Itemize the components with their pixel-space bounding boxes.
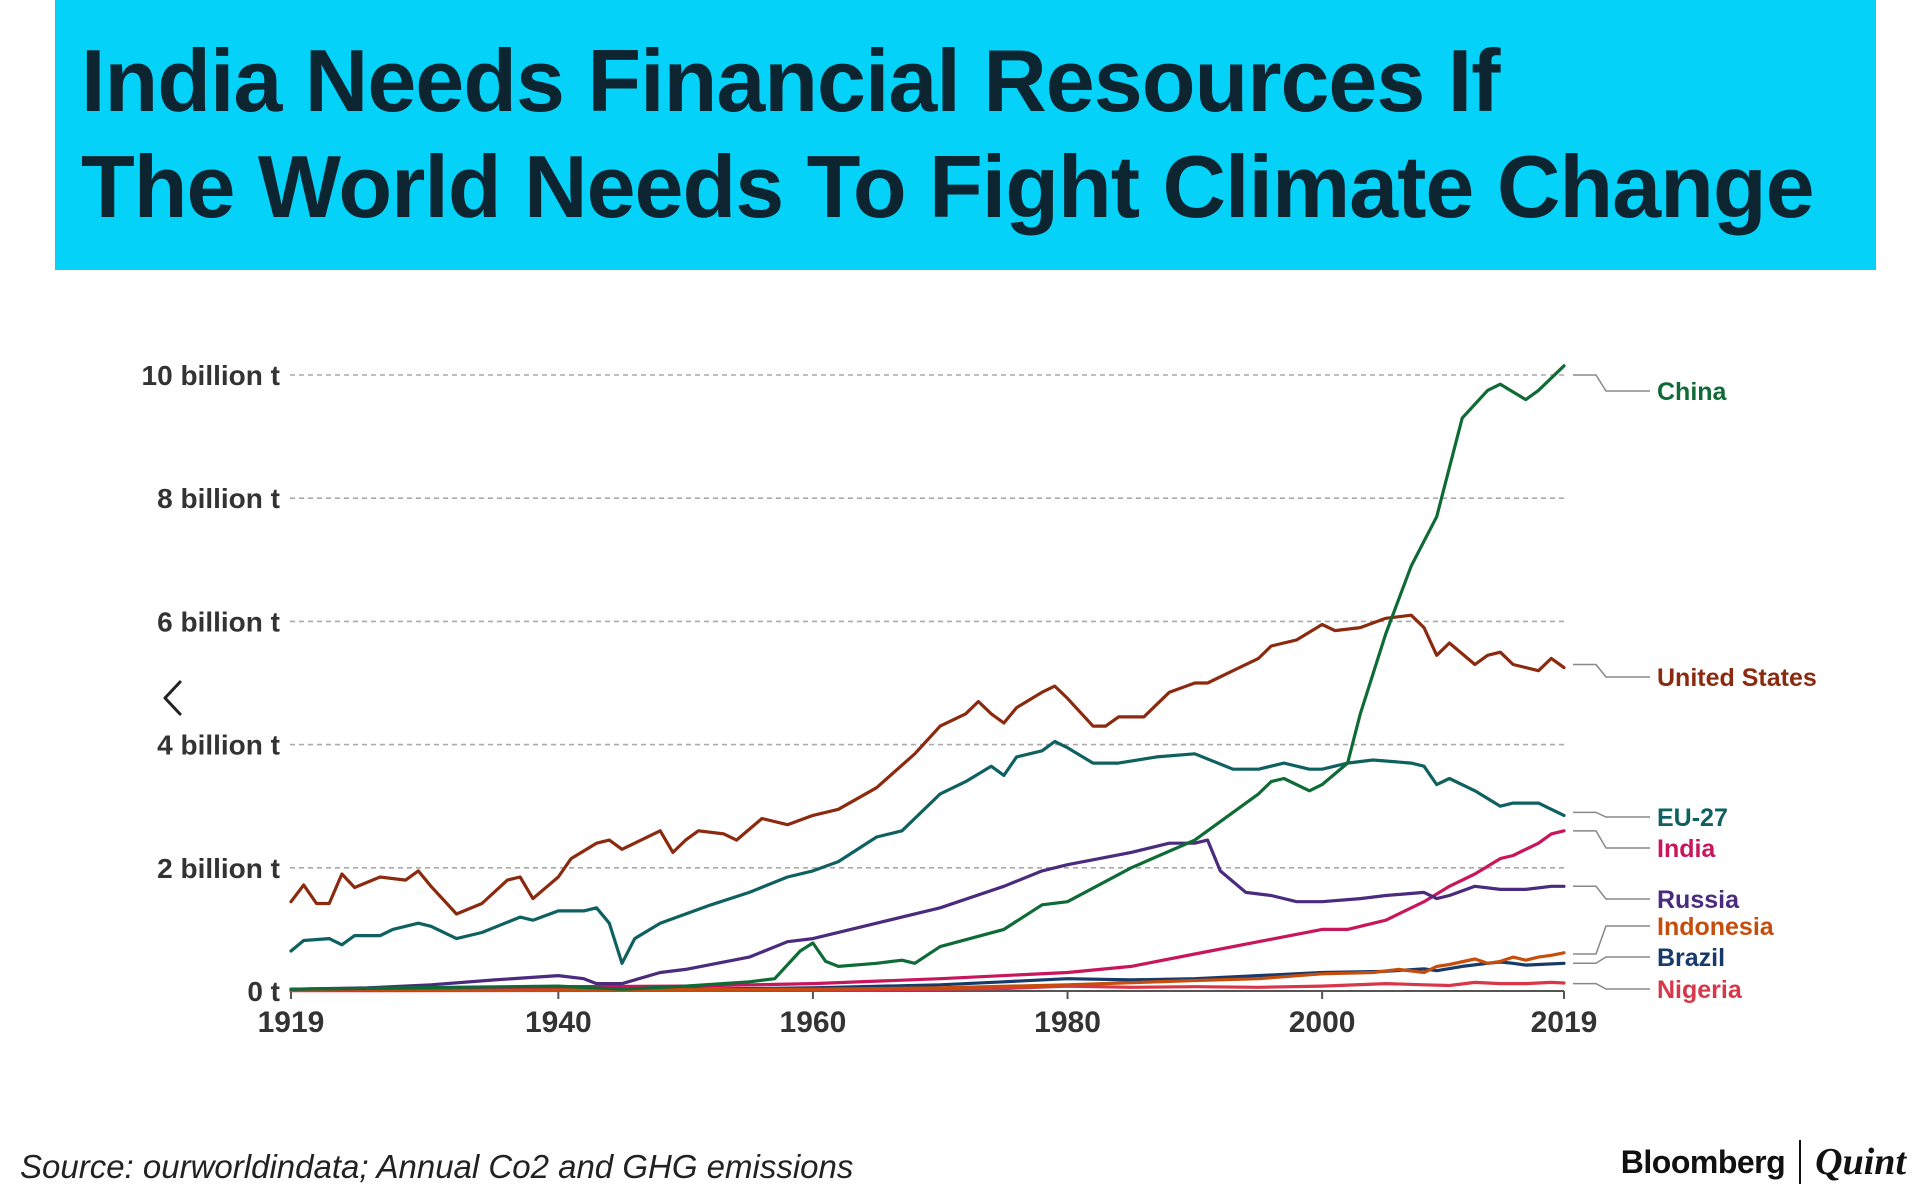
x-tick-label: 1960 xyxy=(780,1006,847,1039)
series-line-india xyxy=(289,829,1566,991)
headline-line-2: The World Needs To Fight Climate Change xyxy=(81,137,1815,236)
emissions-chart: 0 t 2 billion t 4 billion t 6 billion t 8 bi… xyxy=(142,360,1817,1039)
x-tick-label: 2000 xyxy=(1289,1006,1356,1039)
legend-leader-russia xyxy=(1573,885,1650,900)
x-tick-label: 1940 xyxy=(525,1006,592,1039)
legend-leader-united-states xyxy=(1573,663,1650,678)
legend-label-eu-27: EU-27 xyxy=(1657,804,1728,832)
y-tick-label: 2 billion t xyxy=(157,853,280,884)
legend-label-united-states: United States xyxy=(1657,664,1817,692)
series-line-china xyxy=(289,364,1566,991)
series-line-russia xyxy=(289,838,1566,991)
x-tick-label: 2019 xyxy=(1531,1006,1598,1039)
series-line-indonesia xyxy=(289,951,1566,993)
y-axis-ticks: 0 t 2 billion t 4 billion t 6 billion t 8 bi… xyxy=(142,360,280,1007)
brand-bloomberg: Bloomberg xyxy=(1620,1143,1786,1180)
previous-slide-button[interactable] xyxy=(155,676,191,720)
x-tick-label: 1919 xyxy=(258,1006,325,1039)
legend-leader-indonesia xyxy=(1573,925,1650,955)
series-line-united-states xyxy=(289,613,1566,916)
legend-label-india: India xyxy=(1657,835,1716,863)
y-tick-label: 8 billion t xyxy=(157,483,280,514)
chart-legend: China United States EU-27 India RussiaIndone… xyxy=(1573,374,1817,1004)
y-tick-label: 0 t xyxy=(247,976,280,1007)
legend-label-nigeria: Nigeria xyxy=(1657,976,1743,1004)
legend-leader-china xyxy=(1573,374,1650,392)
legend-leader-india xyxy=(1573,830,1650,849)
source-note: Source: ourworldindata; Annual Co2 and G… xyxy=(20,1148,854,1185)
x-axis-ticks: 1919 1940 1960 1980 2000 2019 xyxy=(258,991,1598,1039)
series-line-eu-27 xyxy=(289,739,1566,965)
chevron-left-icon xyxy=(163,680,182,716)
legend-leader-nigeria xyxy=(1573,982,1650,990)
y-tick-label: 6 billion t xyxy=(157,606,280,637)
brand-logo: Bloomberg Quint xyxy=(1621,1140,1906,1184)
headline-banner: India Needs Financial Resources If The W… xyxy=(55,0,1876,270)
legend-label-brazil: Brazil xyxy=(1657,944,1725,972)
y-tick-label: 10 billion t xyxy=(142,360,280,391)
brand-quint: Quint xyxy=(1815,1141,1906,1183)
brand-divider xyxy=(1799,1140,1802,1184)
y-tick-label: 4 billion t xyxy=(157,730,280,761)
legend-leader-brazil xyxy=(1573,956,1650,965)
chart-series xyxy=(289,364,1566,993)
legend-label-russia: Russia xyxy=(1657,886,1740,914)
headline-line-1: India Needs Financial Resources If xyxy=(81,31,1500,130)
legend-leader-eu-27 xyxy=(1573,811,1650,818)
legend-label-indonesia: Indonesia xyxy=(1657,913,1775,941)
x-tick-label: 1980 xyxy=(1034,1006,1101,1039)
legend-label-china: China xyxy=(1657,378,1728,406)
